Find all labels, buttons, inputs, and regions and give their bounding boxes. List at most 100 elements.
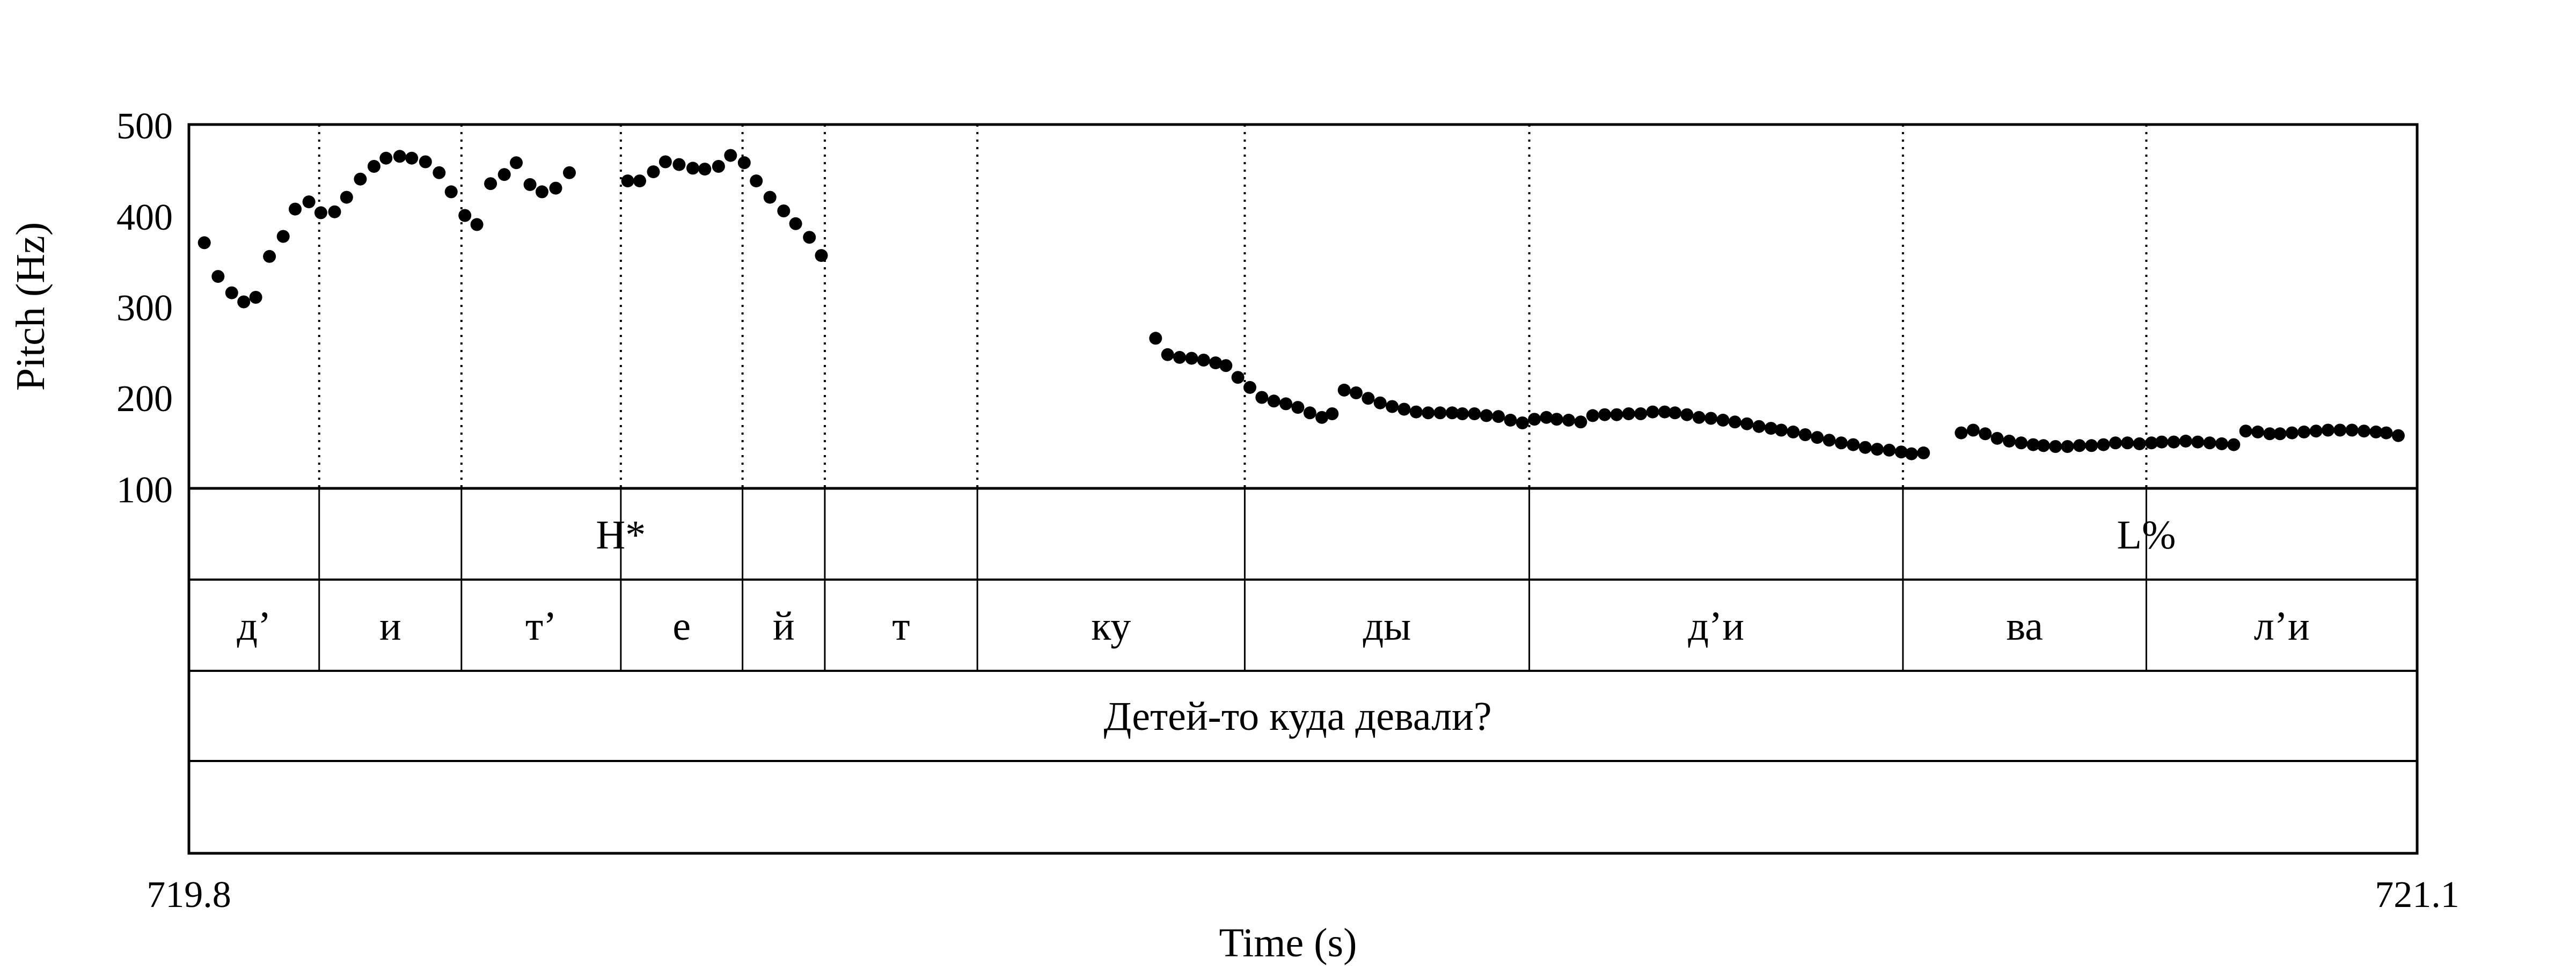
pitch-point — [419, 155, 432, 169]
pitch-point — [1337, 383, 1351, 397]
pitch-point — [1752, 420, 1766, 433]
pitch-point — [2061, 440, 2074, 453]
pitch-point — [1883, 443, 1896, 457]
pitch-point — [2215, 437, 2228, 450]
y-tick-label: 100 — [116, 470, 173, 511]
pitch-point — [1303, 406, 1316, 420]
pitch-point — [1811, 431, 1824, 444]
pitch-point — [1990, 431, 2004, 445]
pitch-point — [1622, 407, 1635, 420]
segment-boundaries — [318, 125, 2148, 671]
pitch-point — [314, 206, 327, 219]
segment-label: т — [892, 604, 910, 649]
sentence-label: Детей-то куда девали? — [1103, 694, 1491, 739]
pitch-point — [328, 205, 341, 218]
pitch-point — [393, 150, 406, 163]
pitch-point — [2191, 435, 2205, 449]
pitch-point — [405, 151, 419, 165]
pitch-point — [2167, 435, 2180, 449]
tone-label-h-star: H* — [596, 513, 646, 558]
pitch-point — [750, 174, 763, 188]
pitch-point — [763, 191, 777, 204]
pitch-point — [1445, 406, 1459, 420]
pitch-point — [1787, 425, 1800, 438]
pitch-point — [225, 286, 238, 299]
pitch-point — [1646, 405, 1659, 419]
pitch-point — [1658, 405, 1671, 419]
pitch-point — [1315, 411, 1329, 424]
pitch-point — [1528, 413, 1541, 426]
pitch-point — [1704, 412, 1718, 425]
pitch-point — [2085, 439, 2098, 452]
pitch-plot-frame — [187, 123, 2419, 490]
y-tick-labels: 500 400 300 200 100 — [116, 106, 173, 511]
pitch-point — [237, 295, 251, 309]
pitch-point — [1740, 417, 1754, 430]
pitch-point — [672, 158, 686, 171]
figure-frame — [187, 123, 2419, 855]
pitch-point — [510, 156, 523, 170]
pitch-point — [2203, 436, 2216, 450]
pitch-point — [2015, 436, 2028, 450]
pitch-point — [1798, 428, 1812, 441]
pitch-point — [1350, 386, 1363, 399]
pitch-point — [2002, 434, 2016, 448]
pitch-point — [1955, 426, 1968, 440]
pitch-point — [1149, 332, 1162, 345]
pitch-point — [2145, 436, 2158, 450]
pitch-point — [1894, 445, 1908, 459]
pitch-point — [2391, 429, 2405, 442]
pitch-point — [1456, 407, 1469, 420]
pitch-point — [1574, 415, 1587, 429]
pitch-point — [1422, 406, 1435, 420]
y-axis-title: Pitch (Hz) — [8, 222, 53, 391]
pitch-point — [2369, 425, 2383, 438]
y-tick-label: 500 — [116, 106, 173, 147]
pitch-point — [1870, 443, 1884, 456]
pitch-point — [2037, 439, 2050, 452]
pitch-point — [2121, 436, 2134, 450]
pitch-point — [523, 178, 537, 191]
pitch-point — [2133, 437, 2146, 450]
pitch-point — [249, 291, 262, 304]
pitch-point — [1716, 413, 1730, 427]
pitch-point — [621, 174, 634, 188]
pitch-point — [1847, 438, 1860, 451]
segment-label: и — [379, 604, 401, 649]
pitch-point — [1433, 406, 1447, 420]
pitch-point — [1966, 423, 1980, 437]
pitch-point — [1219, 359, 1233, 372]
segment-tier: д’ и т’ е й т ку ды д’и ва л’и — [237, 604, 2309, 649]
pitch-point — [1326, 407, 1339, 420]
pitch-point — [1586, 409, 1599, 422]
pitch-point — [2321, 423, 2334, 437]
pitch-point — [1728, 415, 1741, 429]
pitch-point — [535, 185, 548, 199]
pitch-point — [197, 236, 211, 250]
pitch-point — [1979, 427, 1992, 441]
pitch-point — [698, 163, 712, 176]
y-tick-label: 400 — [116, 197, 173, 238]
pitch-point — [1161, 348, 1174, 361]
pitch-point — [1905, 447, 1918, 460]
pitch-point — [737, 156, 751, 170]
segment-label: е — [672, 604, 691, 649]
pitch-point — [2049, 440, 2062, 453]
pitch-point — [1834, 436, 1848, 450]
pitch-point — [815, 249, 828, 262]
pitch-point — [1243, 380, 1256, 394]
pitch-point — [2273, 427, 2287, 441]
pitch-point — [1858, 441, 1872, 454]
pitch-point — [2251, 425, 2264, 438]
segment-label: т’ — [525, 604, 557, 649]
pitch-point — [789, 217, 802, 230]
pitch-point — [354, 172, 367, 186]
pitch-point — [647, 165, 660, 179]
pitch-point — [777, 204, 791, 217]
x-tick-label: 719.8 — [147, 874, 231, 916]
pitch-point — [2285, 426, 2299, 440]
pitch-point — [686, 162, 699, 175]
pitch-point — [658, 155, 672, 169]
pitch-point — [2109, 436, 2122, 450]
